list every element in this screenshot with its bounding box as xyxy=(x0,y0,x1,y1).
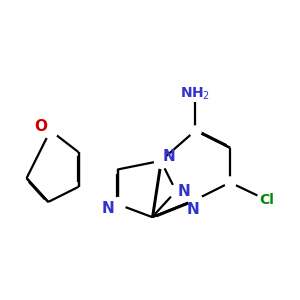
Text: N: N xyxy=(187,202,200,217)
Text: N: N xyxy=(162,149,175,164)
Text: NH$_2$: NH$_2$ xyxy=(180,85,211,102)
Text: N: N xyxy=(102,201,114,216)
Text: Cl: Cl xyxy=(260,193,274,207)
Text: N: N xyxy=(177,184,190,199)
Text: O: O xyxy=(34,119,47,134)
